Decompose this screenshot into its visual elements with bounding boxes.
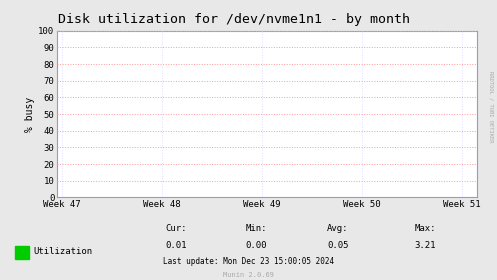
Y-axis label: % busy: % busy [25,97,35,132]
Text: Munin 2.0.69: Munin 2.0.69 [223,272,274,278]
Text: 3.21: 3.21 [414,241,436,250]
Text: Last update: Mon Dec 23 15:00:05 2024: Last update: Mon Dec 23 15:00:05 2024 [163,257,334,266]
Text: Min:: Min: [245,224,267,233]
Text: Max:: Max: [414,224,436,233]
Text: Disk utilization for /dev/nvme1n1 - by month: Disk utilization for /dev/nvme1n1 - by m… [58,13,410,25]
Text: 0.05: 0.05 [327,241,349,250]
Text: Avg:: Avg: [327,224,349,233]
Text: 0.01: 0.01 [166,241,187,250]
Text: Cur:: Cur: [166,224,187,233]
Text: 0.00: 0.00 [245,241,267,250]
Text: RRDTOOL / TOBI OETIKER: RRDTOOL / TOBI OETIKER [489,71,494,142]
Text: Utilization: Utilization [34,247,93,256]
